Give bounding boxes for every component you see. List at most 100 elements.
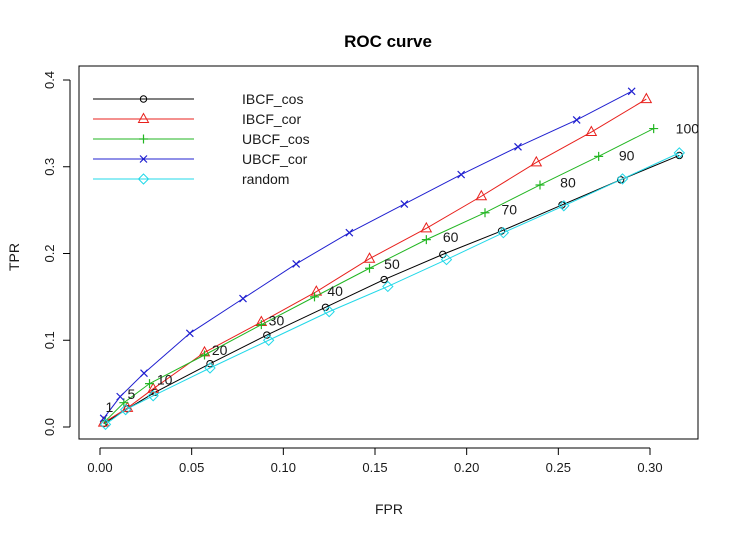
top-n-label: 20 (212, 342, 228, 358)
series-line-ibcf-cos (103, 155, 680, 424)
point-random (323, 305, 335, 318)
top-n-label: 80 (560, 174, 576, 190)
point-ibcf-cor (420, 221, 433, 233)
point-ubcf-cos (256, 320, 266, 330)
y-tick-label: 0.1 (42, 331, 57, 349)
y-tick-label: 0.0 (42, 418, 57, 436)
y-tick-label: 0.3 (42, 158, 57, 176)
point-ubcf-cor (292, 259, 301, 268)
legend-label: random (242, 171, 289, 187)
point-ubcf-cor (116, 392, 125, 401)
top-n-label: 60 (443, 229, 459, 245)
legend-item-random: random (93, 171, 289, 187)
top-n-label: 10 (157, 371, 173, 387)
x-tick-label: 0.05 (179, 460, 204, 475)
point-ibcf-cos (380, 275, 388, 284)
series-random (99, 147, 686, 431)
top-n-label: 70 (502, 201, 518, 217)
chart-title: ROC curve (344, 32, 432, 51)
series-line-ubcf-cor (103, 90, 632, 419)
x-axis-label: FPR (375, 501, 403, 517)
x-tick-label: 0.00 (87, 460, 112, 475)
top-n-label: 90 (619, 147, 635, 163)
point-ibcf-cor (640, 92, 653, 104)
point-ubcf-cos (535, 180, 545, 190)
point-ubcf-cor (400, 200, 409, 208)
x-tick-label: 0.25 (546, 460, 571, 475)
legend-item-ubcf-cor: UBCF_cor (93, 151, 308, 167)
series-ibcf-cos (99, 151, 684, 428)
point-ubcf-cos (365, 263, 374, 273)
series-line-random (105, 152, 680, 425)
point-labels-layer: 15 10 20 30 40 50 60 70 80 90 100 (106, 121, 700, 415)
point-ibcf-cos (675, 151, 684, 160)
top-n-label: 1 (106, 399, 114, 415)
legend-item-ibcf-cos: IBCF_cos (93, 91, 303, 107)
x-axis: 0.00 0.05 0.10 0.15 0.20 0.25 0.30 (87, 447, 663, 475)
legend-label: UBCF_cor (242, 151, 308, 167)
point-ibcf-cos (616, 176, 625, 184)
series-layer (97, 87, 686, 431)
plot-frame (78, 65, 699, 440)
x-tick-label: 0.20 (454, 460, 479, 475)
point-ubcf-cor (627, 87, 636, 96)
point-ubcf-cos (649, 124, 659, 134)
point-ubcf-cor (514, 142, 522, 151)
point-ibcf-cos (497, 227, 506, 235)
point-ubcf-cos (310, 292, 319, 302)
legend-label: IBCF_cos (242, 91, 303, 107)
x-tick-label: 0.15 (362, 460, 387, 475)
point-ubcf-cor (99, 414, 108, 423)
point-ubcf-cor (140, 369, 148, 378)
legend-label: UBCF_cos (242, 131, 310, 147)
x-tick-label: 0.30 (637, 460, 662, 475)
series-ubcf-cor (99, 87, 636, 423)
point-ubcf-cos (421, 235, 431, 245)
point-ubcf-cos (480, 208, 490, 218)
legend-item-ubcf-cos: UBCF_cos (93, 131, 310, 147)
point-ibcf-cor (310, 285, 323, 296)
point-random (262, 334, 275, 346)
y-axis-label: TPR (6, 243, 22, 271)
point-ubcf-cos (200, 350, 209, 360)
point-random (99, 418, 112, 431)
point-ubcf-cos (145, 379, 154, 389)
point-random (497, 226, 510, 239)
y-tick-label: 0.2 (42, 244, 57, 262)
point-random (119, 403, 132, 416)
legend-item-ibcf-cor: IBCF_cor (93, 111, 301, 127)
point-ibcf-cor (475, 189, 488, 201)
point-ubcf-cor (185, 329, 194, 338)
legend-marker (137, 173, 150, 185)
series-line-ubcf-cos (105, 128, 654, 422)
series-line-ibcf-cor (103, 98, 647, 424)
top-n-label: 100 (676, 121, 700, 137)
point-random (440, 253, 453, 266)
point-ubcf-cos (594, 151, 604, 161)
point-random (558, 200, 570, 212)
point-ibcf-cor (363, 252, 376, 263)
legend-marker (139, 95, 148, 103)
point-ubcf-cor (239, 294, 247, 303)
top-n-label: 40 (327, 283, 343, 299)
x-tick-label: 0.10 (271, 460, 296, 475)
y-tick-label: 0.4 (42, 71, 57, 89)
point-random (147, 390, 159, 402)
legend-marker (139, 134, 148, 144)
point-random (673, 147, 686, 159)
point-ibcf-cor (530, 155, 543, 167)
point-random (382, 280, 394, 293)
legend-label: IBCF_cor (242, 111, 301, 127)
point-ubcf-cor (457, 170, 466, 179)
point-random (204, 362, 216, 374)
y-axis: 0.0 0.1 0.2 0.3 0.4 (42, 71, 71, 436)
series-ibcf-cor (97, 92, 653, 427)
legend-marker (139, 155, 148, 163)
point-ibcf-cos (263, 331, 271, 339)
point-random (616, 173, 629, 185)
top-n-label: 50 (384, 256, 400, 272)
legend-marker (137, 112, 150, 123)
point-ibcf-cor (147, 382, 160, 393)
